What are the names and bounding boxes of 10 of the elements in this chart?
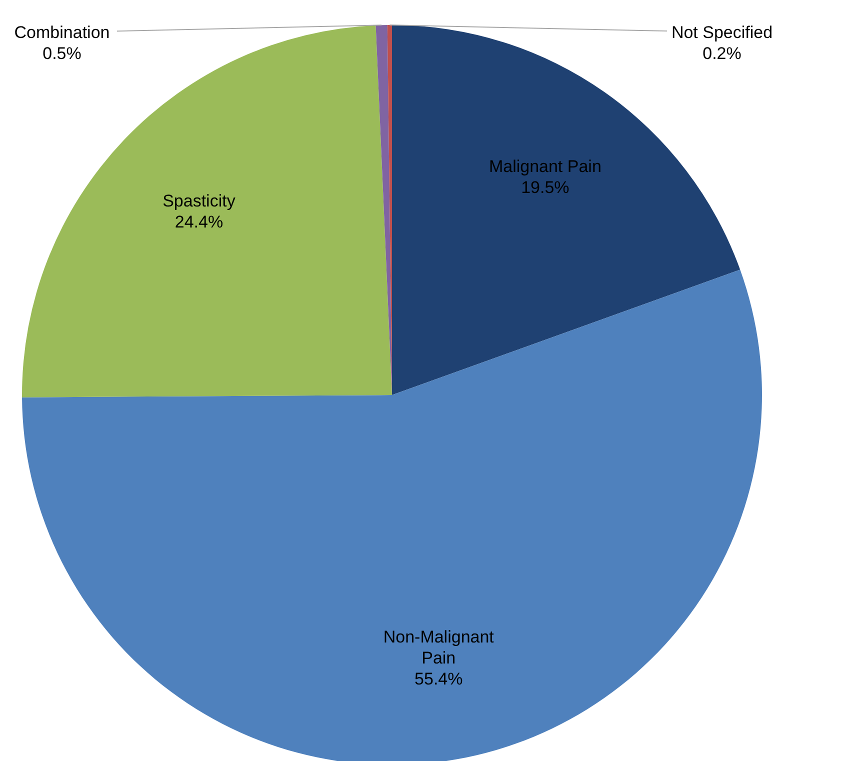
data-label: 19.5% <box>521 178 570 198</box>
slice-label: Not Specified <box>671 23 773 42</box>
data-label: 0.2% <box>702 44 742 64</box>
data-label: 0.5% <box>42 44 82 64</box>
slice-label: Non-Malignant Pain <box>383 627 494 668</box>
data-label: 55.4% <box>414 669 463 688</box>
slice-label: Combination <box>14 23 110 42</box>
slice-label: Spasticity <box>162 191 236 210</box>
slice-label: Malignant Pain <box>488 157 602 176</box>
data-label: 24.4% <box>174 212 224 232</box>
